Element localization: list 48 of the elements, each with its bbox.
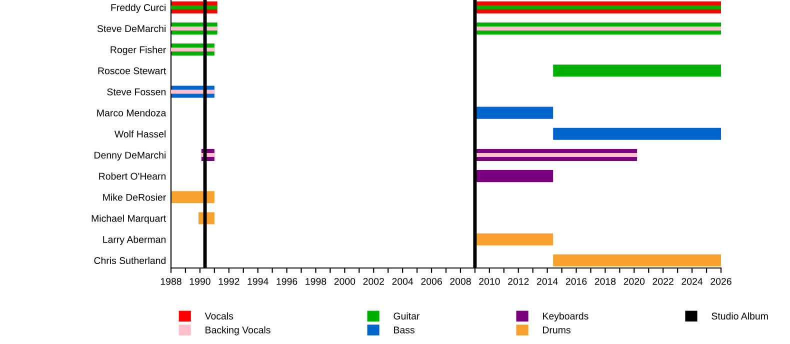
x-tick-label: 2006 <box>421 278 442 285</box>
x-tick-label: 2000 <box>334 278 356 285</box>
x-tick-label: 1998 <box>306 278 326 285</box>
x-tick-label: 2016 <box>566 278 587 285</box>
y-tick-label: Steve Fossen <box>107 88 166 96</box>
bar <box>171 48 214 52</box>
bar <box>171 90 214 94</box>
x-tick-label: 2014 <box>536 278 558 285</box>
bar <box>553 64 721 77</box>
y-tick-label: Michael Marquart <box>92 214 166 224</box>
x-tick-label: 2010 <box>479 278 500 285</box>
y-tick-label: Roscoe Stewart <box>98 67 166 74</box>
bar <box>553 128 721 140</box>
y-tick-label: Robert O'Hearn <box>99 172 166 180</box>
y-tick-label: Mike DeRosier <box>103 194 166 201</box>
y-tick-label: Marco Mendoza <box>97 109 166 116</box>
bar <box>171 5 218 10</box>
y-tick-label: Freddy Curci <box>111 4 166 13</box>
y-tick-label: Roger Fisher <box>110 46 166 56</box>
x-tick-label: 2002 <box>363 278 384 285</box>
x-tick-label: 1996 <box>276 278 298 285</box>
x-tick-label: 2026 <box>710 278 732 285</box>
x-tick-label: 2018 <box>594 278 616 285</box>
x-tick-label: 1990 <box>190 278 210 285</box>
legend-label: Drums <box>543 326 570 334</box>
legend-label: Studio Album <box>712 312 768 320</box>
x-tick-label: 2020 <box>624 278 645 285</box>
x-tick-label: 2008 <box>450 278 471 285</box>
x-tick-label: 2022 <box>652 278 674 285</box>
y-tick-label: Larry Aberman <box>103 236 166 245</box>
y-tick-label: Denny DeMarchi <box>94 151 166 161</box>
bar <box>553 254 721 266</box>
legend-label: Vocals <box>204 312 234 320</box>
x-tick-label: 1988 <box>160 278 182 285</box>
legend-label: Bass <box>394 326 414 334</box>
bar <box>171 26 218 30</box>
x-tick-label: 1994 <box>248 278 268 285</box>
x-tick-label: 2024 <box>682 278 703 285</box>
x-tick-label: 2004 <box>392 278 414 285</box>
x-tick-label: 2012 <box>508 278 529 285</box>
legend-label: Keyboards <box>543 312 588 322</box>
x-tick-label: 1992 <box>218 278 240 285</box>
legend-label: Guitar <box>394 312 420 320</box>
legend-label: Backing Vocals <box>206 326 270 336</box>
y-tick-label: Steve DeMarchi <box>97 24 166 32</box>
y-tick-label: Chris Sutherland <box>94 256 166 264</box>
y-tick-label: Wolf Hassel <box>114 130 166 138</box>
bar <box>171 191 214 204</box>
